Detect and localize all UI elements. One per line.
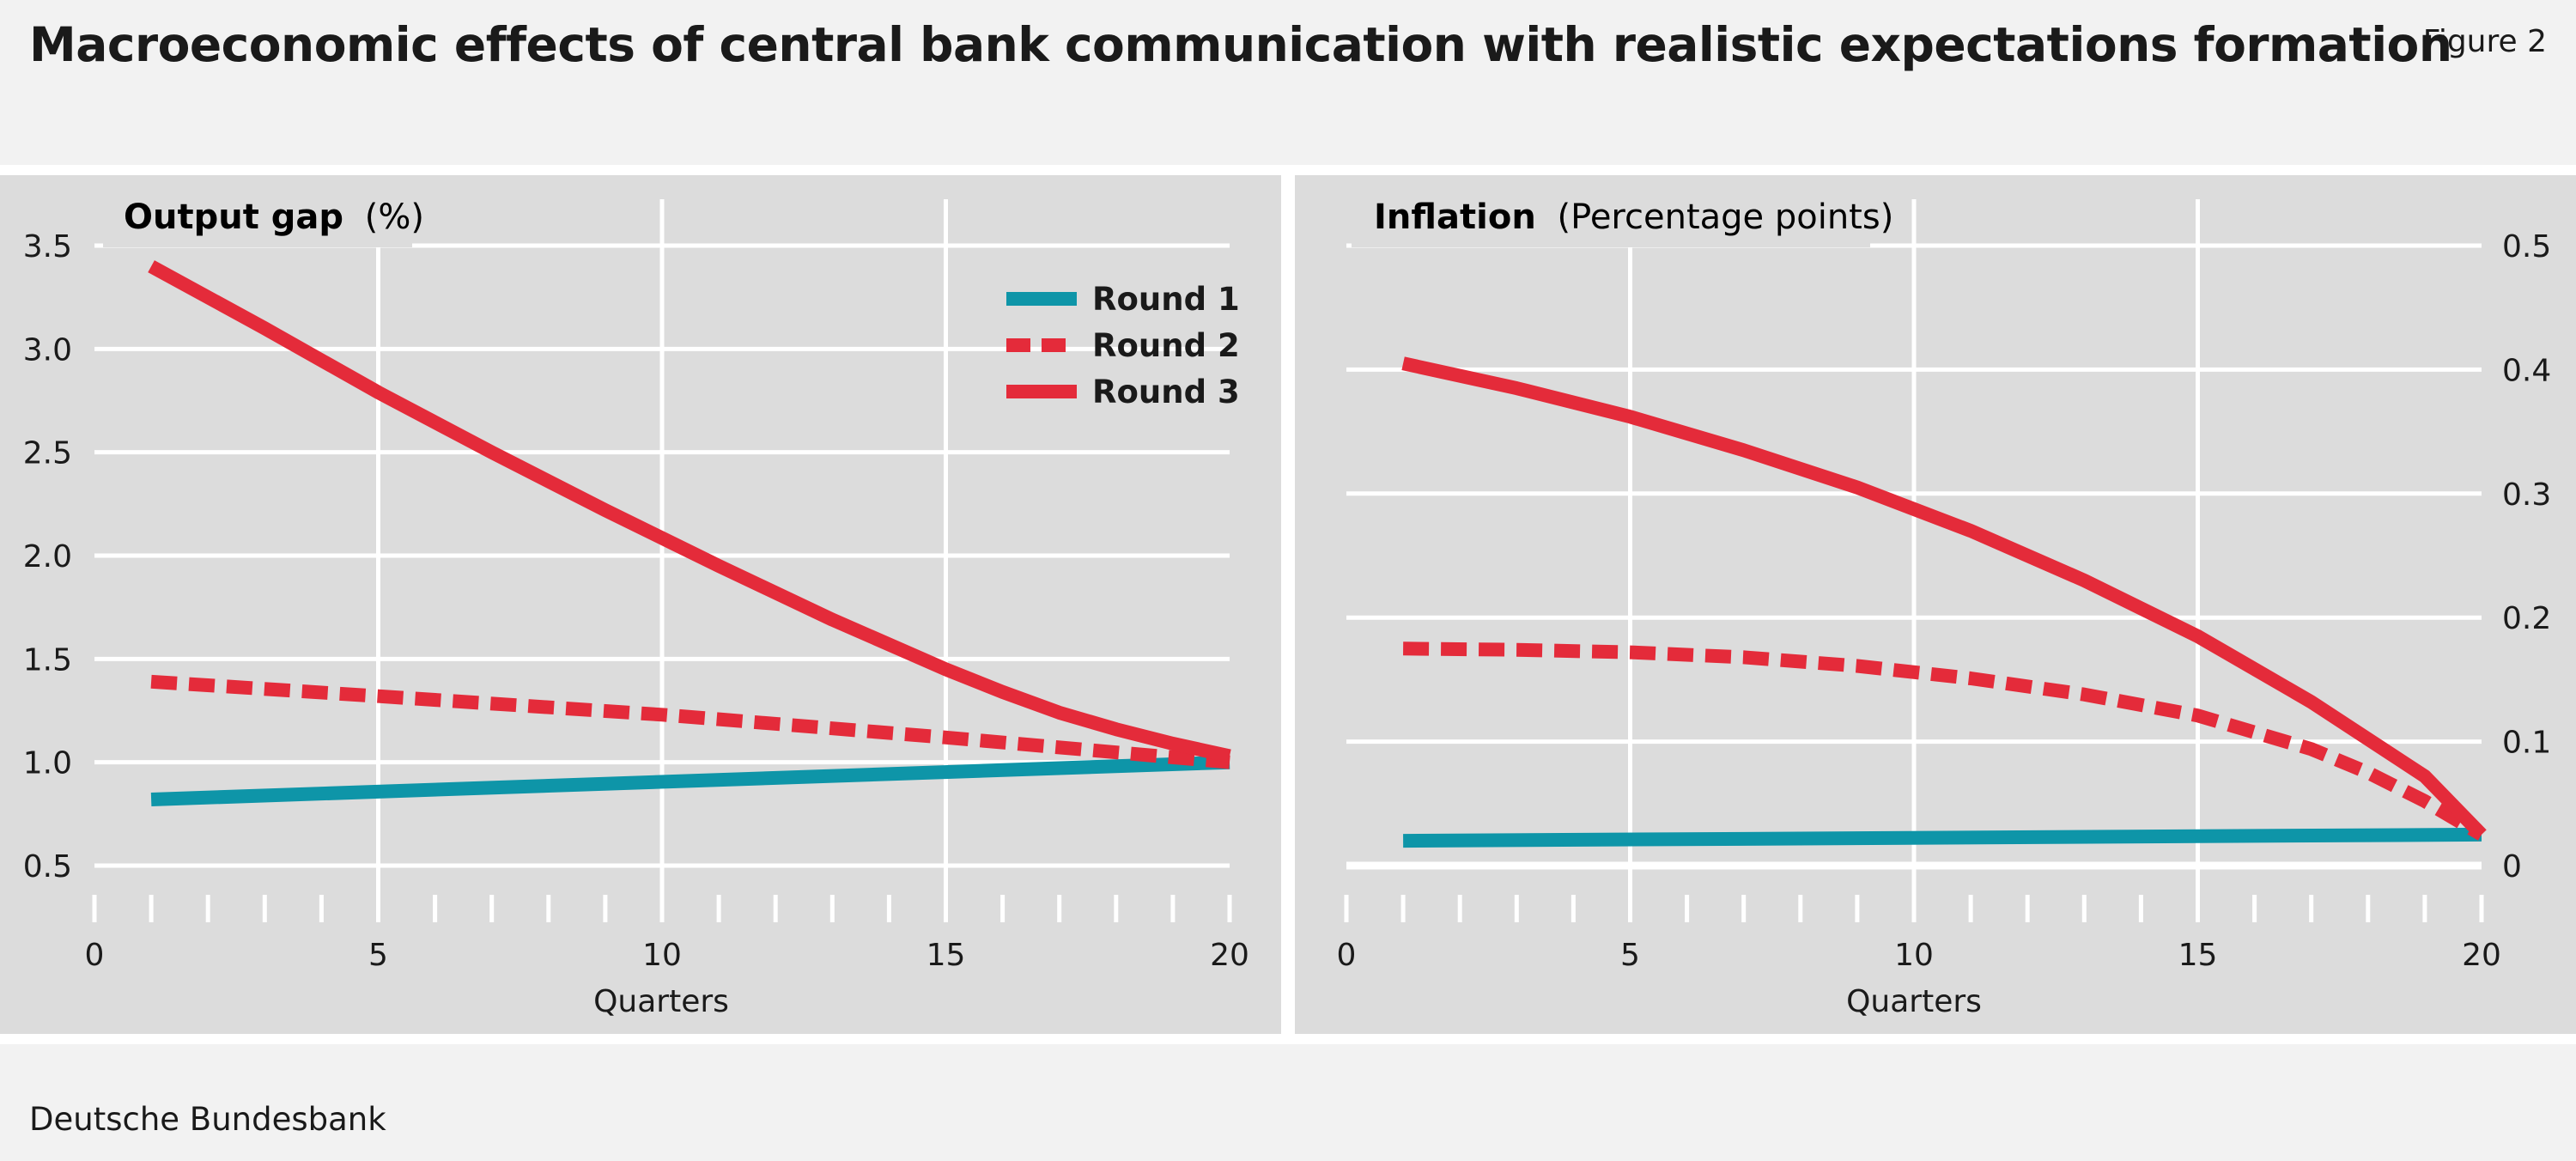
x-tick-label: 15 <box>927 938 966 973</box>
legend: Round 1 Round 2 Round 3 <box>1006 281 1240 410</box>
x-tick-label: 10 <box>1894 938 1934 973</box>
x-tick-label: 20 <box>1210 938 1249 973</box>
y-tick-label: 0.4 <box>2502 353 2551 388</box>
x-tick-label: 20 <box>2462 938 2501 973</box>
series-line-round-2 <box>1403 641 2486 841</box>
panel-title-unit: (%) <box>365 198 424 237</box>
series-line-round-1 <box>1403 827 2482 848</box>
y-tick-label: 1.5 <box>23 642 72 678</box>
panel-title-unit: (Percentage points) <box>1558 198 1894 237</box>
panel-background <box>0 175 1281 1034</box>
x-tick-label: 15 <box>2178 938 2218 973</box>
legend-label-round-1: Round 1 <box>1092 281 1240 318</box>
y-tick-label: 2.5 <box>23 436 72 471</box>
x-tick-label: 10 <box>642 938 682 973</box>
x-axis-label: Quarters <box>593 984 729 1019</box>
panel-background <box>1295 175 2576 1034</box>
y-tick-label: 2.0 <box>23 539 72 574</box>
panel-title-main: Inflation <box>1374 198 1536 237</box>
series-line-round-1 <box>150 755 1230 806</box>
x-tick-label: 0 <box>85 938 105 973</box>
y-tick-label: 1.0 <box>23 746 72 781</box>
panel-output-gap: 0.5 1.0 1.5 2.0 2.5 3.0 3.5 0 5 10 15 20 Output gap… <box>0 175 1281 1034</box>
page-title: Macroeconomic effects of central bank co… <box>29 17 2452 72</box>
y-tick-label: 0.2 <box>2502 601 2551 636</box>
x-axis-label: Quarters <box>1846 984 1982 1019</box>
series-line-round-2 <box>150 674 1230 769</box>
legend-label-round-3: Round 3 <box>1092 374 1240 410</box>
panel-title-background <box>1352 191 1870 247</box>
y-tick-label: 3.5 <box>23 229 72 264</box>
panel-title-background <box>103 191 412 247</box>
panel-title: Output gap (%) <box>124 198 424 237</box>
y-tick-label: 0 <box>2502 849 2522 884</box>
y-tick-label: 0.3 <box>2502 477 2551 513</box>
legend-label-round-2: Round 2 <box>1092 327 1240 364</box>
x-tick-label: 0 <box>1337 938 1357 973</box>
x-tick-label: 5 <box>1620 938 1640 973</box>
series-line-round-3 <box>148 260 1231 763</box>
source-note: Deutsche Bundesbank <box>29 1101 386 1138</box>
figure-label: Figure 2 <box>2422 24 2547 59</box>
y-tick-label: 0.1 <box>2502 726 2551 761</box>
y-tick-label: 3.0 <box>23 332 72 368</box>
panel-inflation: 0 0.1 0.2 0.3 0.4 0.5 0 5 10 15 20 Inflation (Perc… <box>1295 175 2576 1034</box>
panel-title-main: Output gap <box>124 198 343 237</box>
panel-title: Inflation (Percentage points) <box>1374 198 1893 237</box>
y-tick-label: 0.5 <box>23 849 72 884</box>
x-tick-label: 5 <box>368 938 388 973</box>
series-line-round-3 <box>1401 356 2487 840</box>
y-tick-label: 0.5 <box>2502 229 2551 264</box>
